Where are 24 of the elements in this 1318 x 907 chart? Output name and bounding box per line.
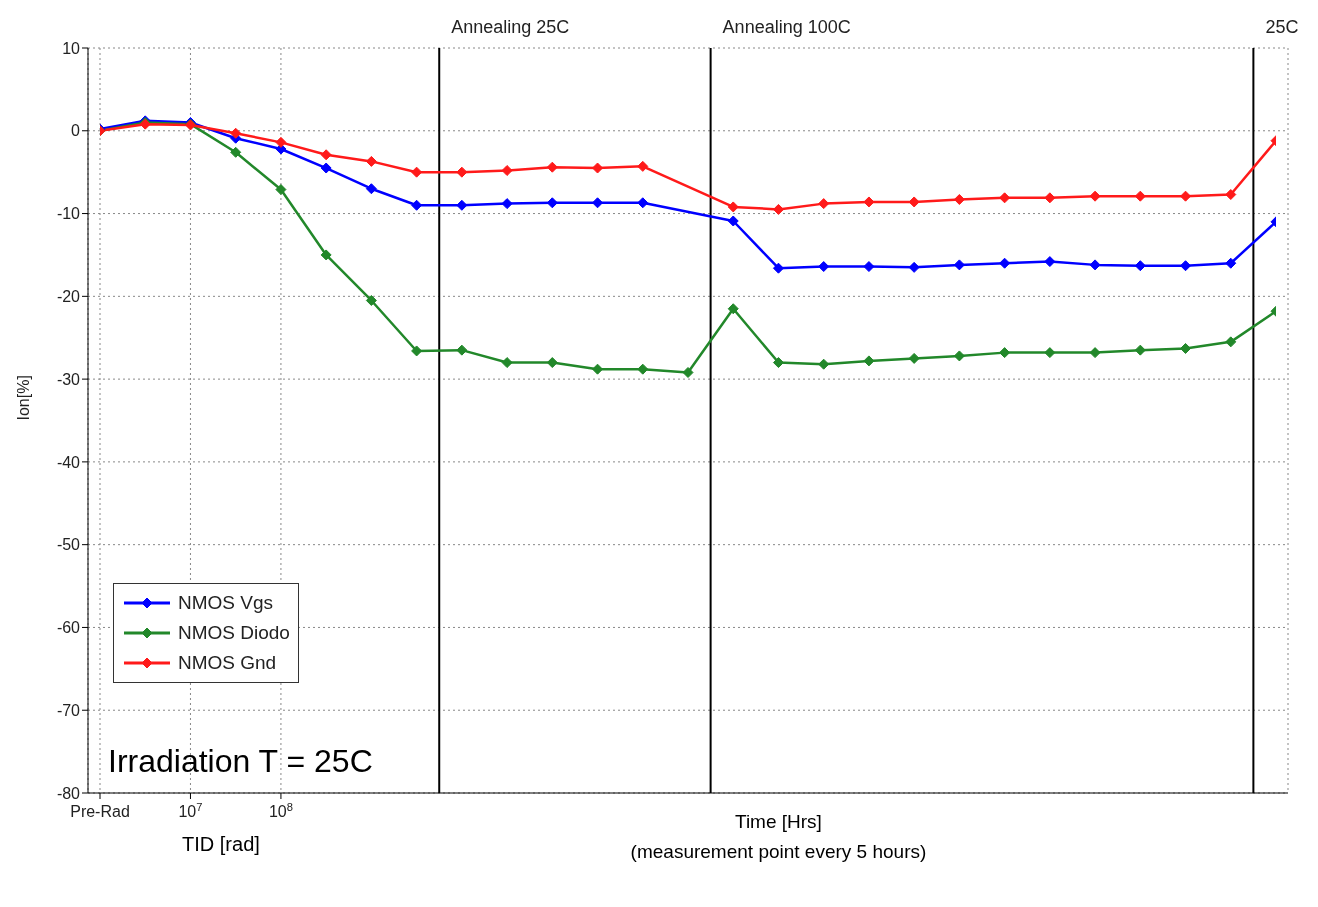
y-tick-label: 10 [62, 39, 81, 57]
text: Annealing 100C [722, 16, 851, 37]
text: Annealing 25C [451, 16, 570, 37]
text: 25C [1265, 16, 1299, 37]
legend-label: NMOS Gnd [178, 652, 277, 674]
text: (measurement point every 5 hours) [629, 840, 928, 864]
y-tick-label: -40 [56, 453, 81, 471]
y-tick-label: -80 [56, 784, 81, 802]
text: Time [Hrs] [734, 810, 823, 834]
annotation: Irradiation T = 25C [108, 743, 373, 780]
y-tick-label: -10 [56, 205, 81, 223]
x-tick-label: 10$^{7}$ [178, 801, 203, 820]
y-tick-label: -20 [56, 288, 81, 306]
x-tick-label: 10$^{8}$ [268, 801, 293, 820]
y-tick-label: -30 [56, 370, 81, 388]
y-tick-label: 0 [71, 122, 81, 140]
x-tick-label: Pre-Rad [70, 803, 130, 820]
x-axis-title: TID [rad] [181, 833, 261, 856]
legend-label: NMOS Vgs [178, 592, 274, 614]
y-axis-title: Ion[%] [14, 375, 32, 421]
y-tick-label: -70 [56, 701, 81, 719]
y-tick-label: -60 [56, 619, 81, 637]
y-tick-label: -50 [56, 536, 81, 554]
legend-label: NMOS Diodo [178, 622, 290, 644]
